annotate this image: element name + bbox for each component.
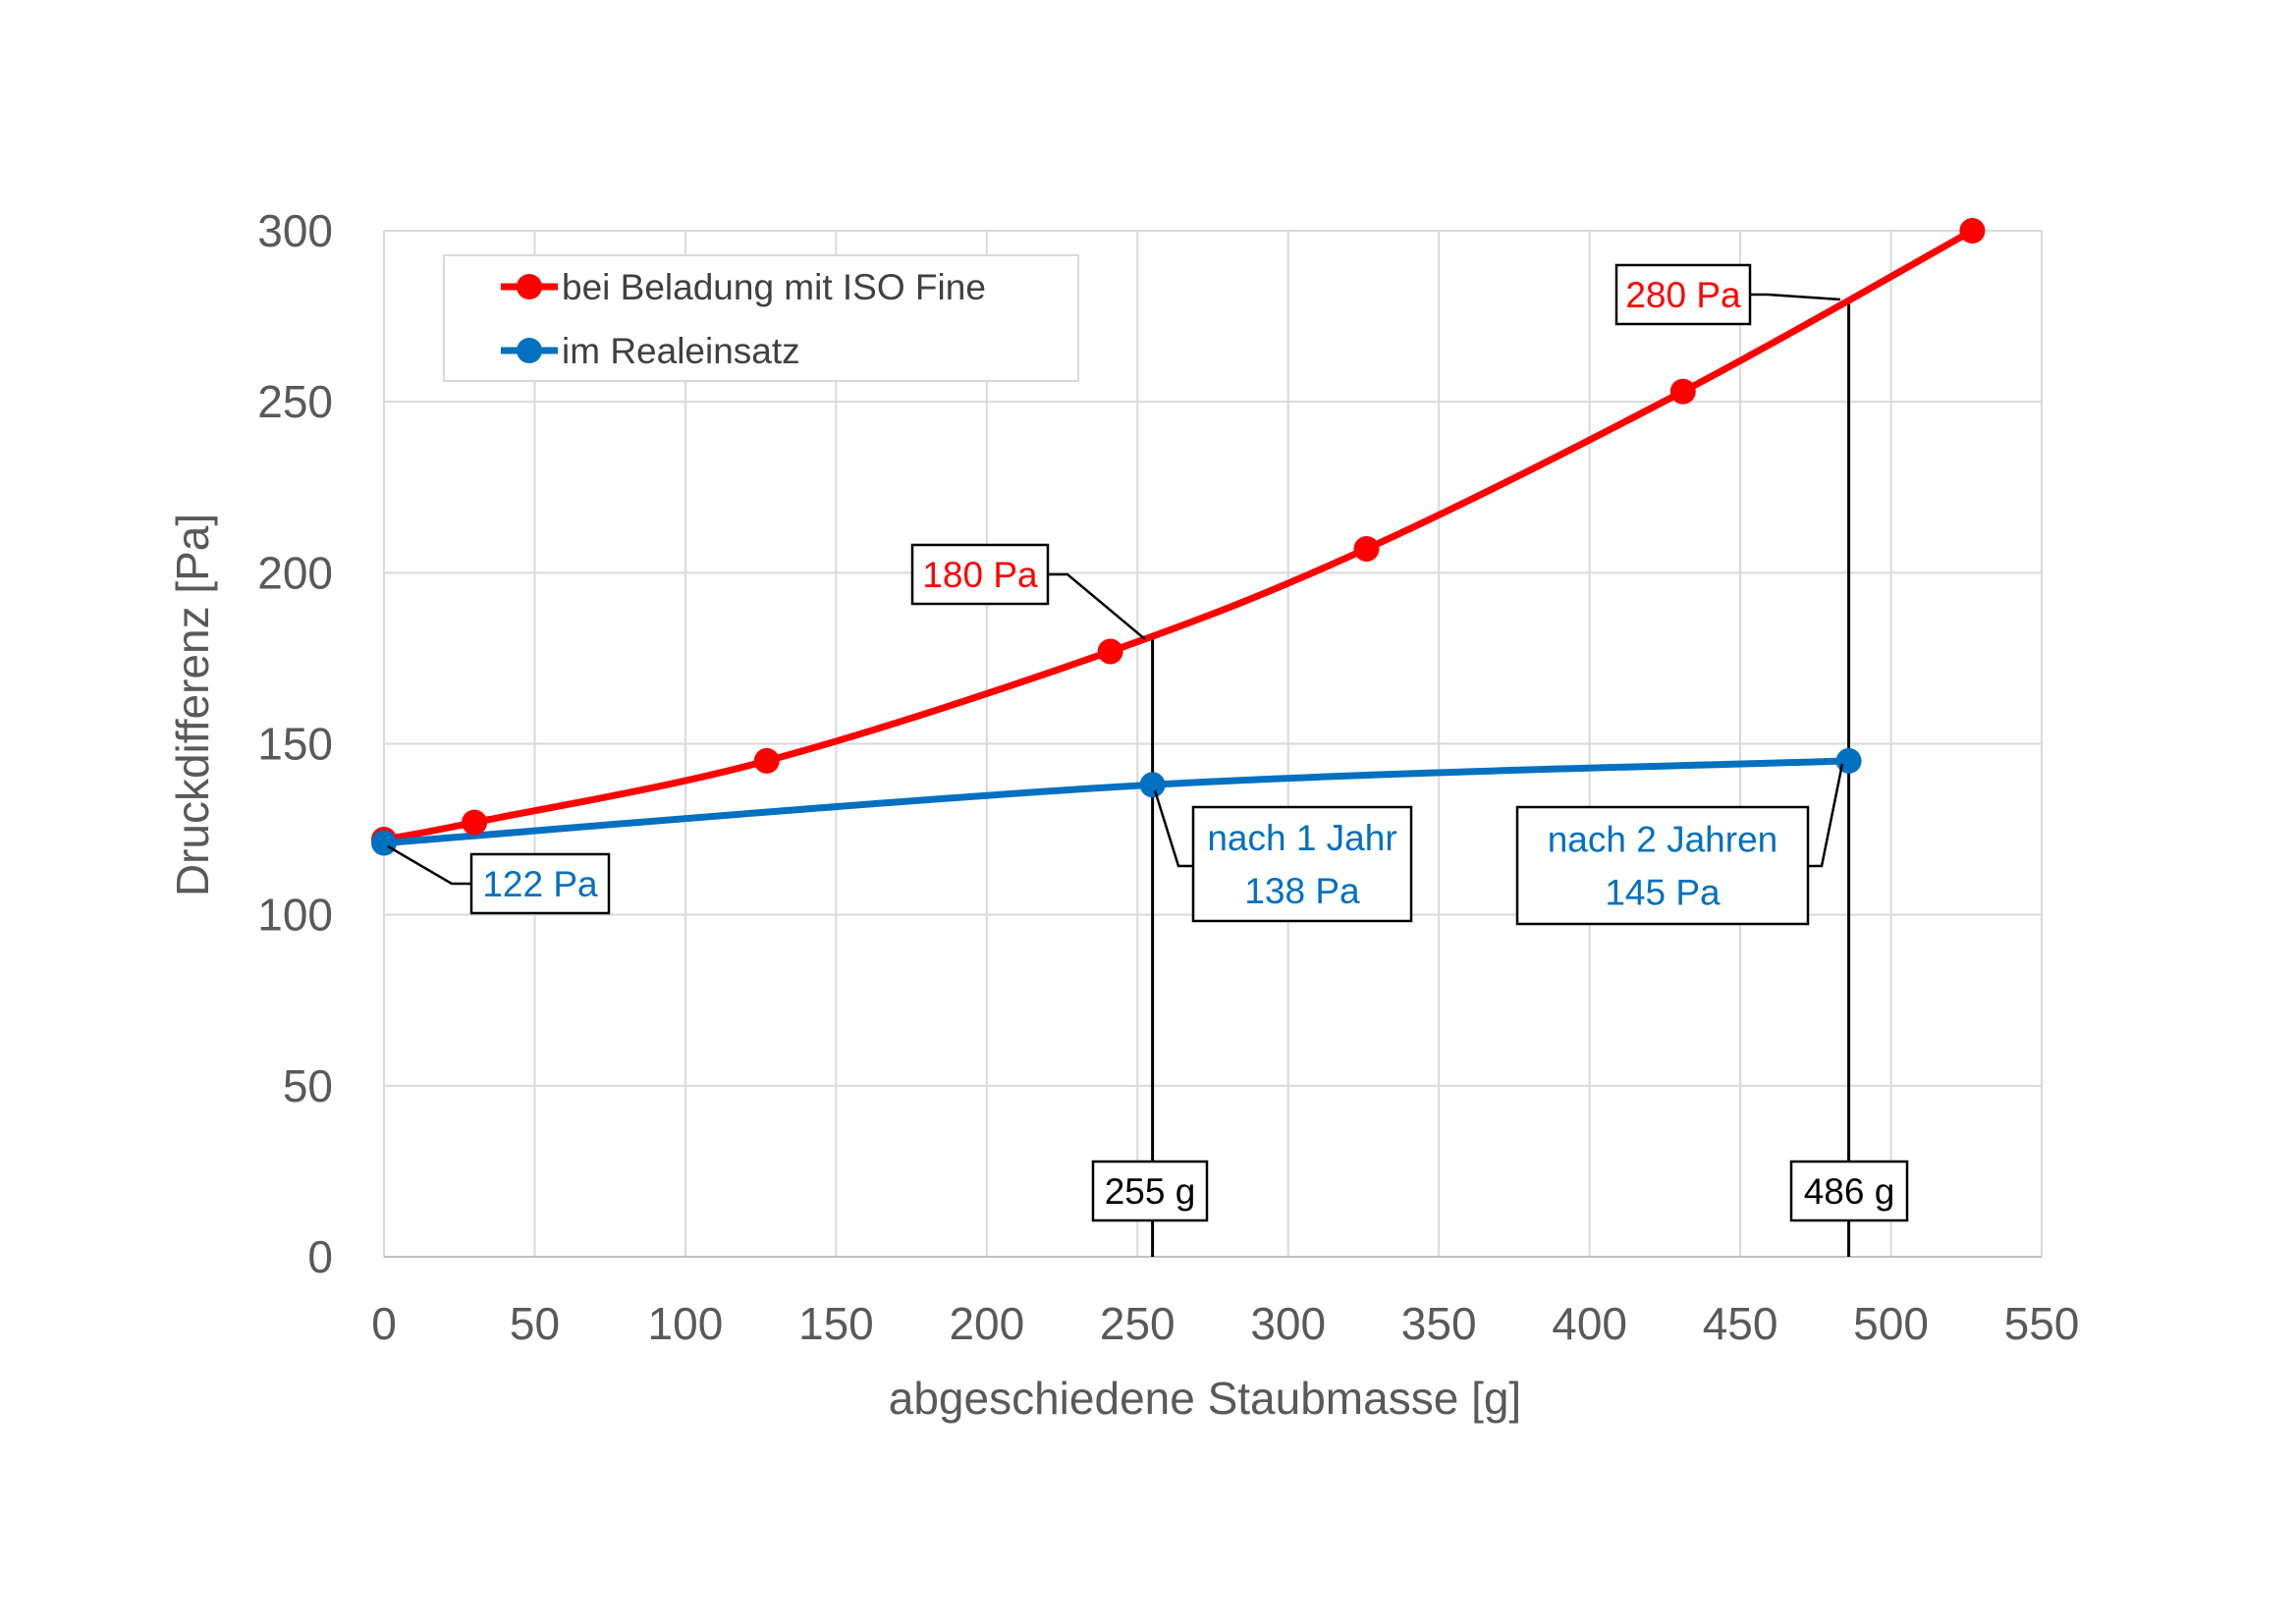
data-point-series-1	[1835, 747, 1862, 774]
annotation-label: 180 Pa	[922, 555, 1038, 595]
annotation-box	[910, 543, 1050, 606]
data-point-series-0	[1669, 378, 1696, 405]
annotation-leader	[1808, 763, 1844, 868]
x-tick-label: 100	[648, 1298, 724, 1349]
reference-lines	[1151, 298, 1851, 1257]
data-point-series-0	[753, 747, 780, 774]
x-tick-label: 350	[1401, 1298, 1477, 1349]
annotation-255g: 255 g	[1091, 1160, 1209, 1222]
annotation-leader	[1750, 293, 1841, 301]
annotation-280: 280 Pa	[1614, 263, 1841, 326]
legend: bei Beladung mit ISO Fine im Realeinsatz	[443, 254, 1079, 382]
annotation-leader	[387, 844, 471, 886]
y-axis-title: Druckdifferenz [Pa]	[167, 514, 218, 896]
legend-box	[443, 254, 1079, 382]
annotation-label: 255 g	[1105, 1171, 1196, 1212]
y-tick-label: 250	[257, 376, 333, 427]
annotation-180: 180 Pa	[910, 543, 1146, 640]
annotation-box	[1191, 805, 1413, 923]
x-tick-label: 300	[1250, 1298, 1326, 1349]
annotation-122: 122 Pa	[387, 844, 611, 915]
legend-label: bei Beladung mit ISO Fine	[562, 267, 986, 307]
annotation-box	[469, 852, 611, 915]
grid-lines	[383, 230, 2043, 1258]
y-tick-label: 50	[283, 1060, 333, 1111]
x-tick-label: 450	[1703, 1298, 1778, 1349]
annotation-label: 145 Pa	[1605, 873, 1721, 913]
x-tick-label: 50	[510, 1298, 560, 1349]
legend-swatch-marker	[517, 338, 542, 363]
x-tick-label: 550	[2004, 1298, 2080, 1349]
y-tick-label: 150	[257, 719, 333, 770]
series-line-0	[383, 227, 1975, 843]
data-point-series-0	[1353, 535, 1380, 562]
annotation-label: 138 Pa	[1244, 871, 1360, 911]
annotation-box	[1091, 1160, 1209, 1222]
legend-label: im Realeinsatz	[562, 331, 800, 371]
annotation-label: nach 1 Jahr	[1207, 818, 1396, 858]
y-tick-label: 100	[257, 890, 333, 941]
series-group	[371, 218, 1986, 856]
y-tick-label: 0	[307, 1231, 333, 1282]
annotation-1jahr: nach 1 Jahr 138 Pa	[1153, 789, 1413, 923]
x-tick-label: 500	[1853, 1298, 1929, 1349]
data-point-series-0	[1959, 218, 1986, 244]
annotation-2jahre: nach 2 Jahren 145 Pa	[1515, 763, 1844, 926]
x-tick-label: 150	[798, 1298, 874, 1349]
annotation-box	[1614, 263, 1752, 326]
annotation-box	[1789, 1160, 1909, 1222]
annotation-label: 486 g	[1804, 1171, 1895, 1212]
annotation-label: nach 2 Jahren	[1548, 820, 1778, 860]
legend-item-realeinsatz: im Realeinsatz	[501, 331, 800, 371]
data-point-series-0	[462, 809, 488, 836]
y-tick-label: 300	[257, 205, 333, 256]
annotation-box	[1515, 805, 1810, 926]
annotation-leader	[1153, 789, 1193, 868]
x-tick-label: 400	[1552, 1298, 1627, 1349]
x-tick-label: 0	[371, 1298, 397, 1349]
legend-item-iso-fine: bei Beladung mit ISO Fine	[501, 267, 986, 307]
y-tick-label: 200	[257, 547, 333, 598]
data-point-series-0	[1097, 638, 1123, 665]
data-point-series-1	[1139, 772, 1166, 798]
annotation-486g: 486 g	[1789, 1160, 1909, 1222]
legend-swatch-marker	[517, 274, 542, 299]
annotation-leader	[1048, 572, 1146, 640]
x-tick-label: 250	[1100, 1298, 1175, 1349]
annotation-label: 280 Pa	[1625, 275, 1741, 315]
x-tick-label: 200	[949, 1298, 1024, 1349]
axis-ticks: 0 50 100 150 200 250 300 0 50 100 150 200 250 300 350 4…	[257, 205, 2079, 1349]
annotation-label: 122 Pa	[482, 864, 598, 904]
data-point-series-1	[371, 830, 397, 856]
x-axis-title: abgeschiedene Staubmasse [g]	[889, 1373, 1521, 1424]
